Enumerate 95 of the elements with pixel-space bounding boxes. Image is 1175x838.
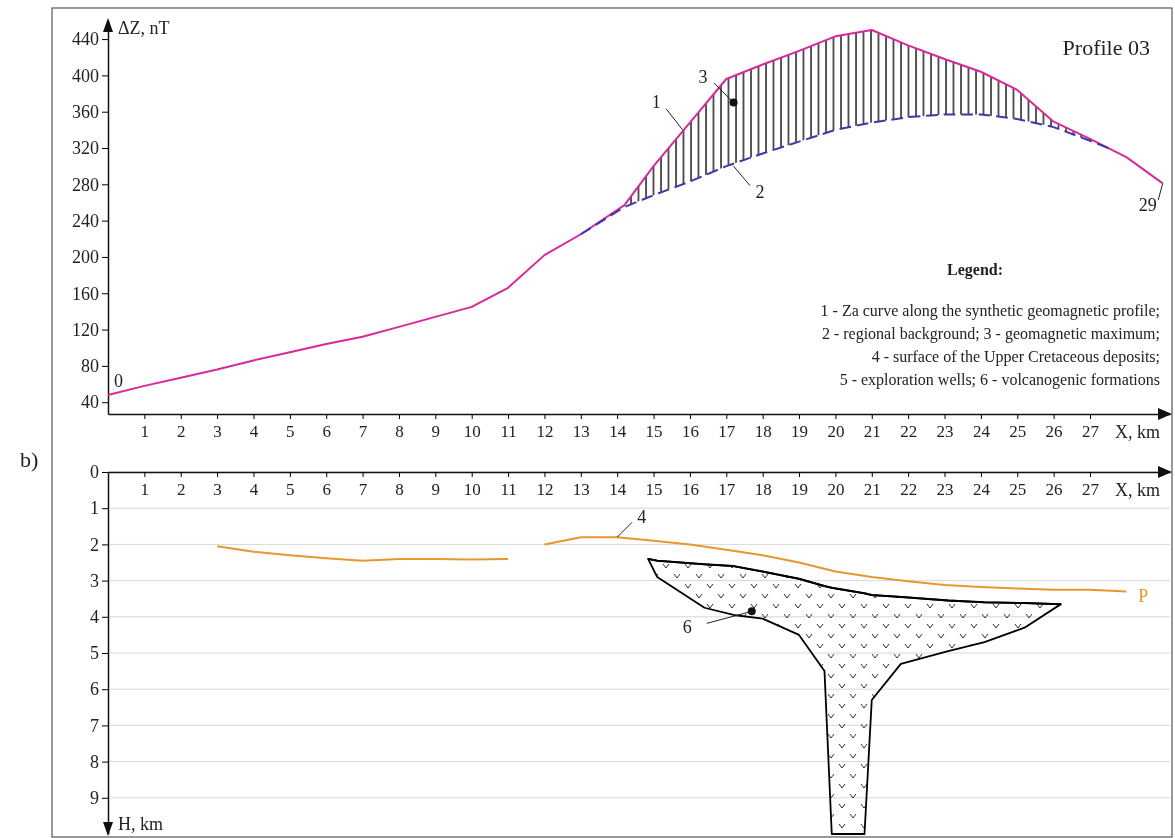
x-tick-label: 16	[681, 480, 699, 500]
annotation: P	[1138, 586, 1149, 607]
x-tick-label: 23	[936, 422, 954, 442]
x-tick-label: 5	[286, 422, 295, 442]
y-tick-label: 4	[90, 607, 99, 628]
annotation: 4 - surface of the Upper Cretaceous deposits;	[871, 348, 1160, 366]
x-tick-label: 17	[718, 480, 736, 500]
text: Profile 03	[1062, 35, 1150, 60]
x-tick-label: 16	[681, 422, 699, 442]
x-tick-label: 10	[463, 480, 481, 500]
x-tick-label: 14	[609, 480, 627, 500]
x-tick-label: 21	[863, 480, 881, 500]
x-tick-label: 18	[754, 422, 772, 442]
x-tick-label: 1	[140, 422, 150, 442]
x-tick-label: 17	[718, 422, 736, 442]
x-axis-title: X, km	[1115, 422, 1160, 442]
y-tick-label: 200	[72, 247, 99, 268]
y-tick-label: 320	[72, 138, 99, 159]
x-tick-label: 26	[1045, 422, 1063, 442]
x-tick-label: 2	[176, 480, 186, 500]
y-axis-title: H, km	[118, 814, 163, 834]
y-tick-label: 440	[72, 29, 99, 50]
x-tick-label: 25	[1009, 422, 1027, 442]
x-tick-label: 20	[827, 422, 845, 442]
y-tick-label: 3	[90, 570, 99, 591]
x-tick-label: 22	[900, 480, 918, 500]
y-tick-label: 7	[90, 715, 99, 736]
x-tick-label: 15	[645, 422, 663, 442]
annotation: 2	[755, 182, 765, 203]
x-tick-label: 4	[249, 480, 259, 500]
y-tick-label: 80	[81, 356, 99, 377]
y-axis-title: ΔZ, nT	[118, 18, 170, 38]
y-tick-label: 280	[72, 174, 99, 195]
x-tick-label: 8	[395, 422, 404, 442]
x-tick-label: 25	[1009, 480, 1027, 500]
x-tick-label: 14	[609, 422, 627, 442]
y-tick-label: 40	[81, 392, 99, 413]
x-axis-title: X, km	[1115, 480, 1160, 500]
y-tick-label: 400	[72, 65, 99, 86]
x-tick-label: 27	[1081, 480, 1100, 500]
x-tick-label: 5	[286, 480, 295, 500]
x-tick-label: 12	[536, 480, 554, 500]
y-tick-label: 1	[90, 498, 99, 519]
x-tick-label: 6	[322, 422, 331, 442]
x-tick-label: 21	[863, 422, 881, 442]
x-tick-label: 18	[754, 480, 772, 500]
x-tick-label: 11	[500, 480, 517, 500]
x-tick-label: 10	[463, 422, 481, 442]
annotation: 4	[637, 507, 647, 528]
x-tick-label: 15	[645, 480, 663, 500]
x-tick-label: 7	[358, 480, 368, 500]
y-tick-label: 0	[90, 462, 99, 483]
y-tick-label: 6	[90, 679, 99, 700]
x-tick-label: 24	[972, 422, 991, 442]
x-tick-label: 24	[972, 480, 991, 500]
x-tick-label: 19	[791, 422, 809, 442]
y-tick-label: 160	[72, 283, 99, 304]
y-tick-label: 240	[72, 210, 99, 231]
x-tick-label: 27	[1081, 422, 1100, 442]
x-tick-label: 20	[827, 480, 845, 500]
y-tick-label: 9	[90, 788, 99, 809]
x-tick-label: 6	[322, 480, 331, 500]
annotation: 1 - Za curve along the synthetic geomagnetic profile;	[820, 302, 1160, 320]
x-tick-label: 12	[536, 422, 554, 442]
x-tick-label: 13	[572, 422, 590, 442]
x-tick-label: 22	[900, 422, 918, 442]
x-tick-label: 1	[140, 480, 150, 500]
annotation: 3	[698, 66, 708, 87]
annotation: Legend:	[947, 261, 1003, 279]
x-tick-label: 2	[176, 422, 186, 442]
x-tick-label: 11	[500, 422, 517, 442]
y-tick-label: 5	[90, 643, 99, 664]
x-tick-label: 23	[936, 480, 954, 500]
y-tick-label: 360	[72, 101, 99, 122]
y-tick-label: 8	[90, 751, 99, 772]
line-series	[579, 113, 1110, 236]
x-tick-label: 3	[213, 480, 222, 500]
annotation: 0	[114, 370, 123, 391]
x-tick-label: 4	[249, 422, 259, 442]
x-tick-label: 8	[395, 480, 404, 500]
y-tick-label: 120	[72, 319, 99, 340]
x-tick-label: 9	[431, 480, 441, 500]
x-tick-label: 9	[431, 422, 441, 442]
text: b)	[20, 447, 39, 472]
x-tick-label: 13	[572, 480, 590, 500]
y-tick-label: 2	[90, 534, 99, 555]
x-tick-label: 7	[358, 422, 368, 442]
x-tick-label: 3	[213, 422, 222, 442]
annotation: 29	[1138, 195, 1157, 216]
annotation: 5 - exploration wells; 6 - volcanogenic formations	[839, 371, 1160, 389]
annotation: 1	[651, 91, 661, 112]
annotation: 6	[682, 617, 692, 638]
x-tick-label: 26	[1045, 480, 1063, 500]
annotation: 2 - regional background; 3 - geomagnetic maximum;	[821, 325, 1160, 343]
x-tick-label: 19	[791, 480, 809, 500]
